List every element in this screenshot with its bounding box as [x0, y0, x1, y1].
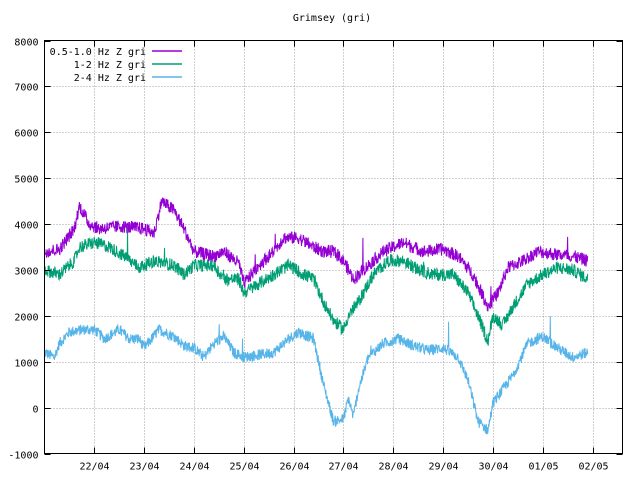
- x-tick-label: 22/04: [79, 462, 109, 473]
- y-tick-label: 3000: [14, 267, 38, 278]
- legend-label: 2-4 Hz Z gri: [74, 73, 146, 84]
- y-tick-label: 4000: [14, 221, 38, 232]
- x-tick-label: 29/04: [428, 462, 458, 473]
- y-tick-label: 0: [32, 405, 38, 416]
- y-tick-label: 2000: [14, 313, 38, 324]
- x-tick-label: 25/04: [229, 462, 259, 473]
- plot-frame: [44, 40, 623, 454]
- y-tick-label: 7000: [14, 83, 38, 94]
- x-tick-label: 27/04: [328, 462, 358, 473]
- x-tick-label: 30/04: [478, 462, 508, 473]
- x-tick-label: 23/04: [129, 462, 159, 473]
- series-line: [44, 197, 589, 312]
- y-axis: -1000 0 1000 2000 3000 4000 5000 6000 7000 8000: [8, 38, 623, 462]
- legend: 0.5-1.0 Hz Z gri 1-2 Hz Z gri 2-4 Hz Z gri: [50, 47, 182, 84]
- chart-title: Grimsey (gri): [293, 13, 371, 24]
- x-tick-label: 02/05: [578, 462, 608, 473]
- y-tick-label: 8000: [14, 38, 38, 49]
- x-tick-label: 24/04: [179, 462, 209, 473]
- x-axis: 22/04 23/04 24/04 25/04 26/04 27/04 28/04 29/04…: [79, 40, 609, 473]
- x-tick-label: 01/05: [528, 462, 558, 473]
- legend-label: 0.5-1.0 Hz Z gri: [50, 47, 146, 58]
- x-tick-label: 28/04: [378, 462, 408, 473]
- y-tick-label: 6000: [14, 129, 38, 140]
- y-tick-label: 5000: [14, 175, 38, 186]
- series-line: [44, 316, 589, 435]
- legend-label: 1-2 Hz Z gri: [74, 60, 146, 71]
- series-layer: [44, 197, 589, 435]
- y-tick-label: 1000: [14, 359, 38, 370]
- y-tick-label: -1000: [8, 451, 38, 462]
- series-line: [44, 226, 589, 346]
- x-tick-label: 26/04: [279, 462, 309, 473]
